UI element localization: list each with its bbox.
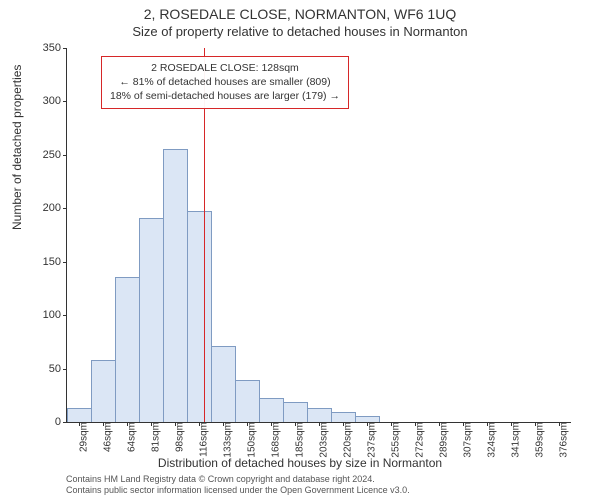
y-tick-mark	[63, 101, 67, 102]
x-tick-label: 203sqm	[317, 422, 330, 458]
x-tick-label: 220sqm	[341, 422, 354, 458]
histogram-plot: 05010015020025030035029sqm46sqm64sqm81sq…	[66, 48, 571, 423]
x-tick-label: 359sqm	[533, 422, 546, 458]
histogram-bar	[115, 277, 140, 422]
page-title: 2, ROSEDALE CLOSE, NORMANTON, WF6 1UQ	[0, 0, 600, 22]
x-tick-label: 272sqm	[413, 422, 426, 458]
x-tick-label: 376sqm	[557, 422, 570, 458]
x-tick-label: 98sqm	[173, 422, 186, 452]
x-tick-label: 255sqm	[389, 422, 402, 458]
y-tick-mark	[63, 422, 67, 423]
callout-line1: 2 ROSEDALE CLOSE: 128sqm	[110, 61, 340, 75]
histogram-bar	[283, 402, 308, 422]
histogram-bar	[187, 211, 212, 423]
footer-line2: Contains public sector information licen…	[66, 485, 410, 496]
x-tick-label: 324sqm	[485, 422, 498, 458]
x-tick-label: 341sqm	[509, 422, 522, 458]
x-tick-label: 116sqm	[197, 422, 210, 457]
y-tick-mark	[63, 155, 67, 156]
callout-line3: 18% of semi-detached houses are larger (…	[110, 89, 340, 103]
y-tick-mark	[63, 262, 67, 263]
x-tick-label: 307sqm	[461, 422, 474, 458]
histogram-bar	[235, 380, 260, 422]
y-axis-label: Number of detached properties	[10, 65, 24, 230]
x-axis-label: Distribution of detached houses by size …	[0, 456, 600, 470]
y-tick-mark	[63, 315, 67, 316]
y-tick-mark	[63, 369, 67, 370]
y-tick-mark	[63, 208, 67, 209]
histogram-bar	[331, 412, 356, 422]
x-tick-label: 133sqm	[221, 422, 234, 458]
x-tick-label: 64sqm	[125, 422, 138, 452]
x-tick-label: 81sqm	[149, 422, 162, 452]
histogram-bar	[307, 408, 332, 422]
x-tick-label: 237sqm	[365, 422, 378, 458]
footer-attribution: Contains HM Land Registry data © Crown c…	[66, 474, 410, 496]
footer-line1: Contains HM Land Registry data © Crown c…	[66, 474, 410, 485]
callout-line2: ← 81% of detached houses are smaller (80…	[110, 75, 340, 89]
histogram-bar	[139, 218, 164, 422]
x-tick-label: 185sqm	[293, 422, 306, 458]
x-tick-label: 150sqm	[245, 422, 258, 458]
histogram-bar	[259, 398, 284, 423]
x-tick-label: 29sqm	[77, 422, 90, 452]
histogram-bar	[163, 149, 188, 422]
y-tick-mark	[63, 48, 67, 49]
x-tick-label: 168sqm	[269, 422, 282, 458]
x-tick-label: 46sqm	[101, 422, 114, 452]
histogram-bar	[211, 346, 236, 422]
histogram-bar	[67, 408, 92, 422]
property-callout: 2 ROSEDALE CLOSE: 128sqm← 81% of detache…	[101, 56, 349, 109]
page-subtitle: Size of property relative to detached ho…	[0, 22, 600, 39]
x-tick-label: 289sqm	[437, 422, 450, 458]
histogram-bar	[91, 360, 116, 422]
